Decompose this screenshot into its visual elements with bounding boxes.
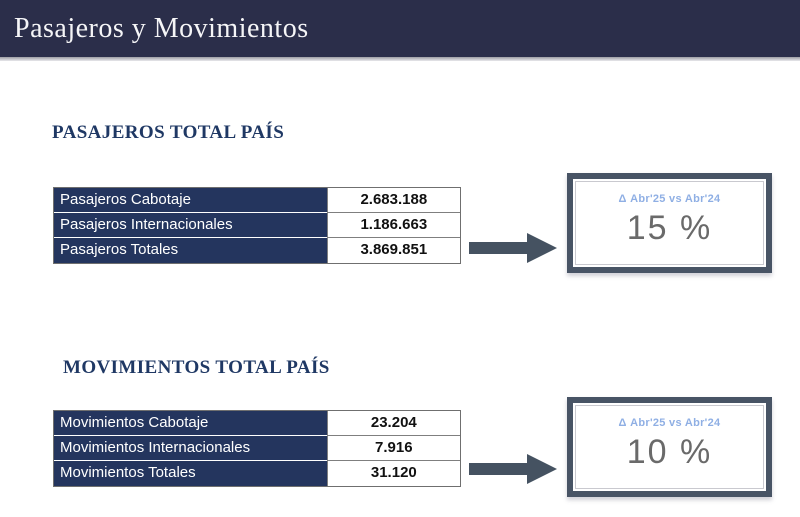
- row-label: Pasajeros Totales: [54, 238, 327, 263]
- kpi-card-inner: Δ Abr'25 vs Abr'24 10 %: [575, 405, 764, 489]
- row-value: 2.683.188: [326, 188, 460, 213]
- row-label: Pasajeros Internacionales: [54, 213, 327, 238]
- movimientos-table: Movimientos Cabotaje 23.204 Movimientos …: [53, 410, 461, 487]
- row-value: 7.916: [326, 436, 460, 461]
- kpi-card-inner: Δ Abr'25 vs Abr'24 15 %: [575, 181, 764, 265]
- row-label: Movimientos Totales: [54, 461, 327, 486]
- kpi-card-movimientos: Δ Abr'25 vs Abr'24 10 %: [567, 397, 772, 497]
- kpi-caption: Δ Abr'25 vs Abr'24: [618, 193, 721, 205]
- page-title: Pasajeros y Movimientos: [14, 12, 309, 44]
- table-row: Pasajeros Internacionales 1.186.663: [54, 213, 460, 238]
- row-label: Pasajeros Cabotaje: [54, 188, 327, 213]
- row-value: 31.120: [326, 461, 460, 486]
- kpi-value: 15 %: [626, 209, 713, 247]
- pasajeros-table: Pasajeros Cabotaje 2.683.188 Pasajeros I…: [53, 187, 461, 264]
- kpi-card-pasajeros: Δ Abr'25 vs Abr'24 15 %: [567, 173, 772, 273]
- row-value: 1.186.663: [326, 213, 460, 238]
- section-title-pasajeros: PASAJEROS TOTAL PAÍS: [52, 122, 285, 143]
- row-value: 23.204: [326, 411, 460, 436]
- header-divider: [0, 57, 800, 61]
- kpi-value: 10 %: [626, 433, 713, 471]
- table-row: Movimientos Totales 31.120: [54, 461, 460, 486]
- row-value: 3.869.851: [326, 238, 460, 263]
- row-label: Movimientos Cabotaje: [54, 411, 327, 436]
- table-row: Movimientos Cabotaje 23.204: [54, 411, 460, 436]
- row-label: Movimientos Internacionales: [54, 436, 327, 461]
- table-row: Pasajeros Cabotaje 2.683.188: [54, 188, 460, 213]
- kpi-caption: Δ Abr'25 vs Abr'24: [618, 417, 721, 429]
- arrow-right-icon: [469, 233, 557, 263]
- table-row: Movimientos Internacionales 7.916: [54, 436, 460, 461]
- header-bar: Pasajeros y Movimientos: [0, 0, 800, 57]
- table-row: Pasajeros Totales 3.869.851: [54, 238, 460, 263]
- arrow-right-icon: [469, 454, 557, 484]
- section-title-movimientos: MOVIMIENTOS TOTAL PAÍS: [63, 357, 330, 378]
